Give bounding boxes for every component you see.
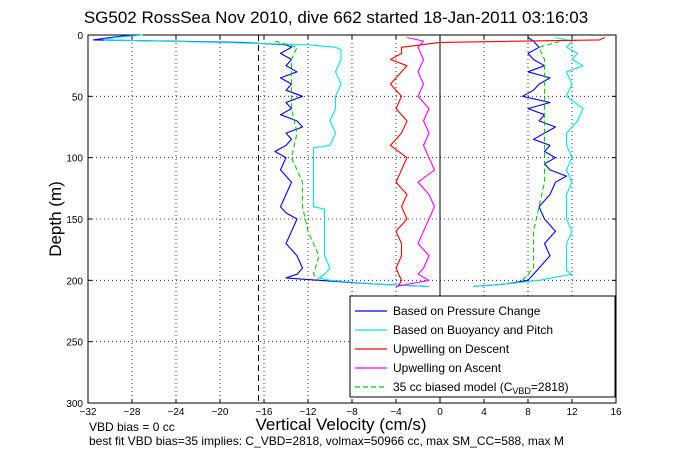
35-cc-biased-model-cvbd-2818-ascent-line [522, 40, 562, 281]
x-tick-label: 16 [610, 407, 622, 418]
x-tick-label: −28 [124, 407, 141, 418]
legend-label-upwelling-on-ascent: Upwelling on Ascent [393, 361, 502, 375]
x-tick-label: −32 [80, 407, 97, 418]
upwelling-on-ascent-ascent-line [395, 36, 436, 288]
y-axis-label: Depth (m) [46, 181, 65, 257]
x-tick-label: −16 [256, 407, 273, 418]
series-lines [92, 34, 606, 288]
y-tick-label: 50 [72, 92, 84, 103]
y-tick-label: 0 [77, 31, 83, 42]
x-tick-label: 0 [437, 407, 443, 418]
x-tick-label: −24 [168, 407, 185, 418]
annotation-vbd-bias: VBD bias = 0 cc [89, 420, 175, 434]
y-tick-label: 300 [66, 399, 83, 410]
upwelling-on-descent-descent-line [389, 36, 606, 287]
based-on-buoyancy-and-pitch-descent-line [103, 34, 430, 288]
x-axis-label: Vertical Velocity (cm/s) [256, 415, 427, 434]
annotation-best-fit: best fit VBD bias=35 implies: C_VBD=2818… [89, 434, 564, 448]
35-cc-biased-model-cvbd-2818-descent-line [274, 40, 320, 281]
x-tick-label: −8 [346, 407, 358, 418]
y-tick-label: 100 [66, 154, 83, 165]
y-tick-label: 150 [66, 215, 83, 226]
chart-title: SG502 RossSea Nov 2010, dive 662 started… [84, 8, 588, 27]
axis-ticks: −32 −28 −24 −20 −16 −12 −8 −4 0 4 8 12 16 0 50 100 150 20… [66, 31, 622, 418]
legend-label-based-on-pressure-change: Based on Pressure Change [393, 304, 541, 318]
based-on-pressure-change-descent-line [92, 34, 430, 288]
x-tick-label: −20 [212, 407, 229, 418]
legend: Based on Pressure Change Based on Buoyanc… [349, 295, 616, 398]
legend-box [349, 295, 616, 398]
based-on-pressure-change-ascent-line [472, 37, 568, 288]
y-tick-label: 250 [66, 338, 83, 349]
based-on-buoyancy-and-pitch-ascent-line [472, 36, 584, 288]
legend-label-35-cc-biased-model-cvbd-2818: 35 cc biased model (CVBD=2818) [393, 380, 569, 396]
x-tick-label: −4 [390, 407, 402, 418]
x-tick-label: 8 [525, 407, 531, 418]
legend-label-based-on-buoyancy-and-pitch: Based on Buoyancy and Pitch [393, 323, 553, 337]
x-tick-label: 4 [481, 407, 487, 418]
x-tick-label: 12 [566, 407, 578, 418]
y-tick-label: 200 [66, 276, 83, 287]
x-tick-label: −12 [300, 407, 317, 418]
legend-label-upwelling-on-descent: Upwelling on Descent [393, 342, 510, 356]
